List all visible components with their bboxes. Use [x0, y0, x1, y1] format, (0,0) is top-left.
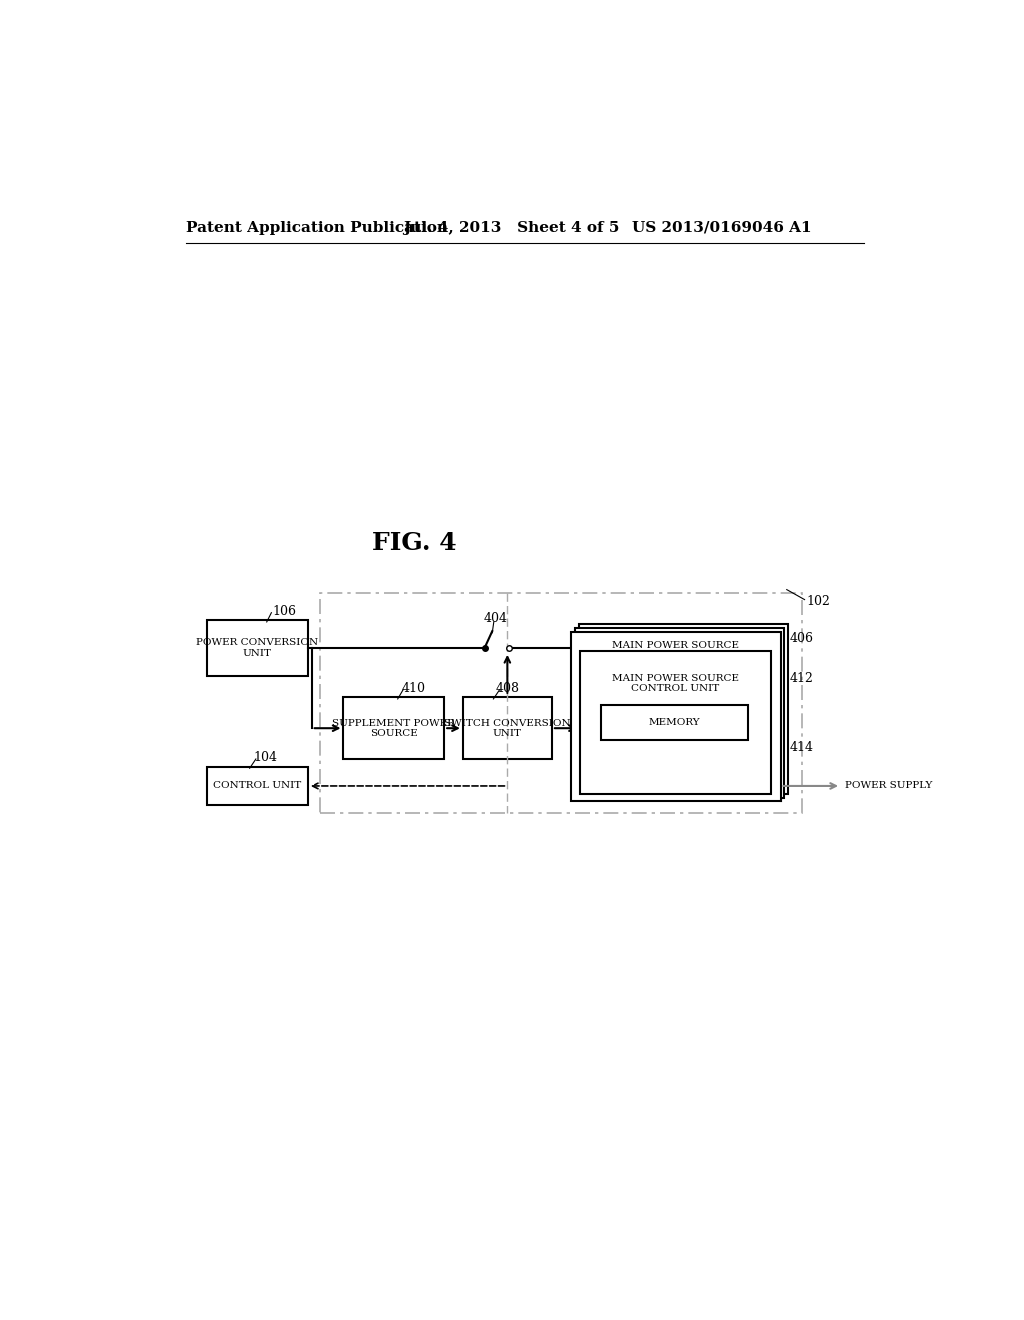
Bar: [343, 697, 444, 759]
Text: 406: 406: [790, 631, 814, 644]
Text: FIG. 4: FIG. 4: [373, 532, 457, 556]
Text: 410: 410: [401, 681, 426, 694]
Bar: [463, 697, 552, 759]
Text: 412: 412: [790, 672, 814, 685]
Text: US 2013/0169046 A1: US 2013/0169046 A1: [632, 220, 811, 235]
Text: 414: 414: [790, 741, 814, 754]
Bar: [207, 620, 308, 676]
Text: 106: 106: [273, 605, 297, 618]
Bar: [571, 632, 780, 801]
Text: MEMORY: MEMORY: [648, 718, 700, 727]
Text: MAIN POWER SOURCE
CONTROL UNIT: MAIN POWER SOURCE CONTROL UNIT: [612, 673, 739, 693]
Bar: [575, 628, 784, 797]
Text: MAIN POWER SOURCE: MAIN POWER SOURCE: [612, 642, 739, 651]
Text: POWER SUPPLY: POWER SUPPLY: [845, 781, 932, 791]
Bar: [580, 651, 771, 793]
Text: Jul. 4, 2013   Sheet 4 of 5: Jul. 4, 2013 Sheet 4 of 5: [403, 220, 620, 235]
Text: SWITCH CONVERSION
UNIT: SWITCH CONVERSION UNIT: [444, 718, 570, 738]
Bar: [207, 767, 308, 805]
Bar: [601, 705, 748, 739]
Text: 404: 404: [484, 612, 508, 626]
Text: SUPPLEMENT POWER
SOURCE: SUPPLEMENT POWER SOURCE: [333, 718, 456, 738]
Text: 104: 104: [254, 751, 278, 764]
Text: CONTROL UNIT: CONTROL UNIT: [213, 781, 301, 791]
Bar: [579, 624, 788, 793]
Text: 102: 102: [806, 594, 830, 607]
Text: Patent Application Publication: Patent Application Publication: [186, 220, 449, 235]
Text: 408: 408: [496, 681, 520, 694]
Text: POWER CONVERSION
UNIT: POWER CONVERSION UNIT: [197, 639, 318, 657]
Bar: [321, 594, 802, 813]
